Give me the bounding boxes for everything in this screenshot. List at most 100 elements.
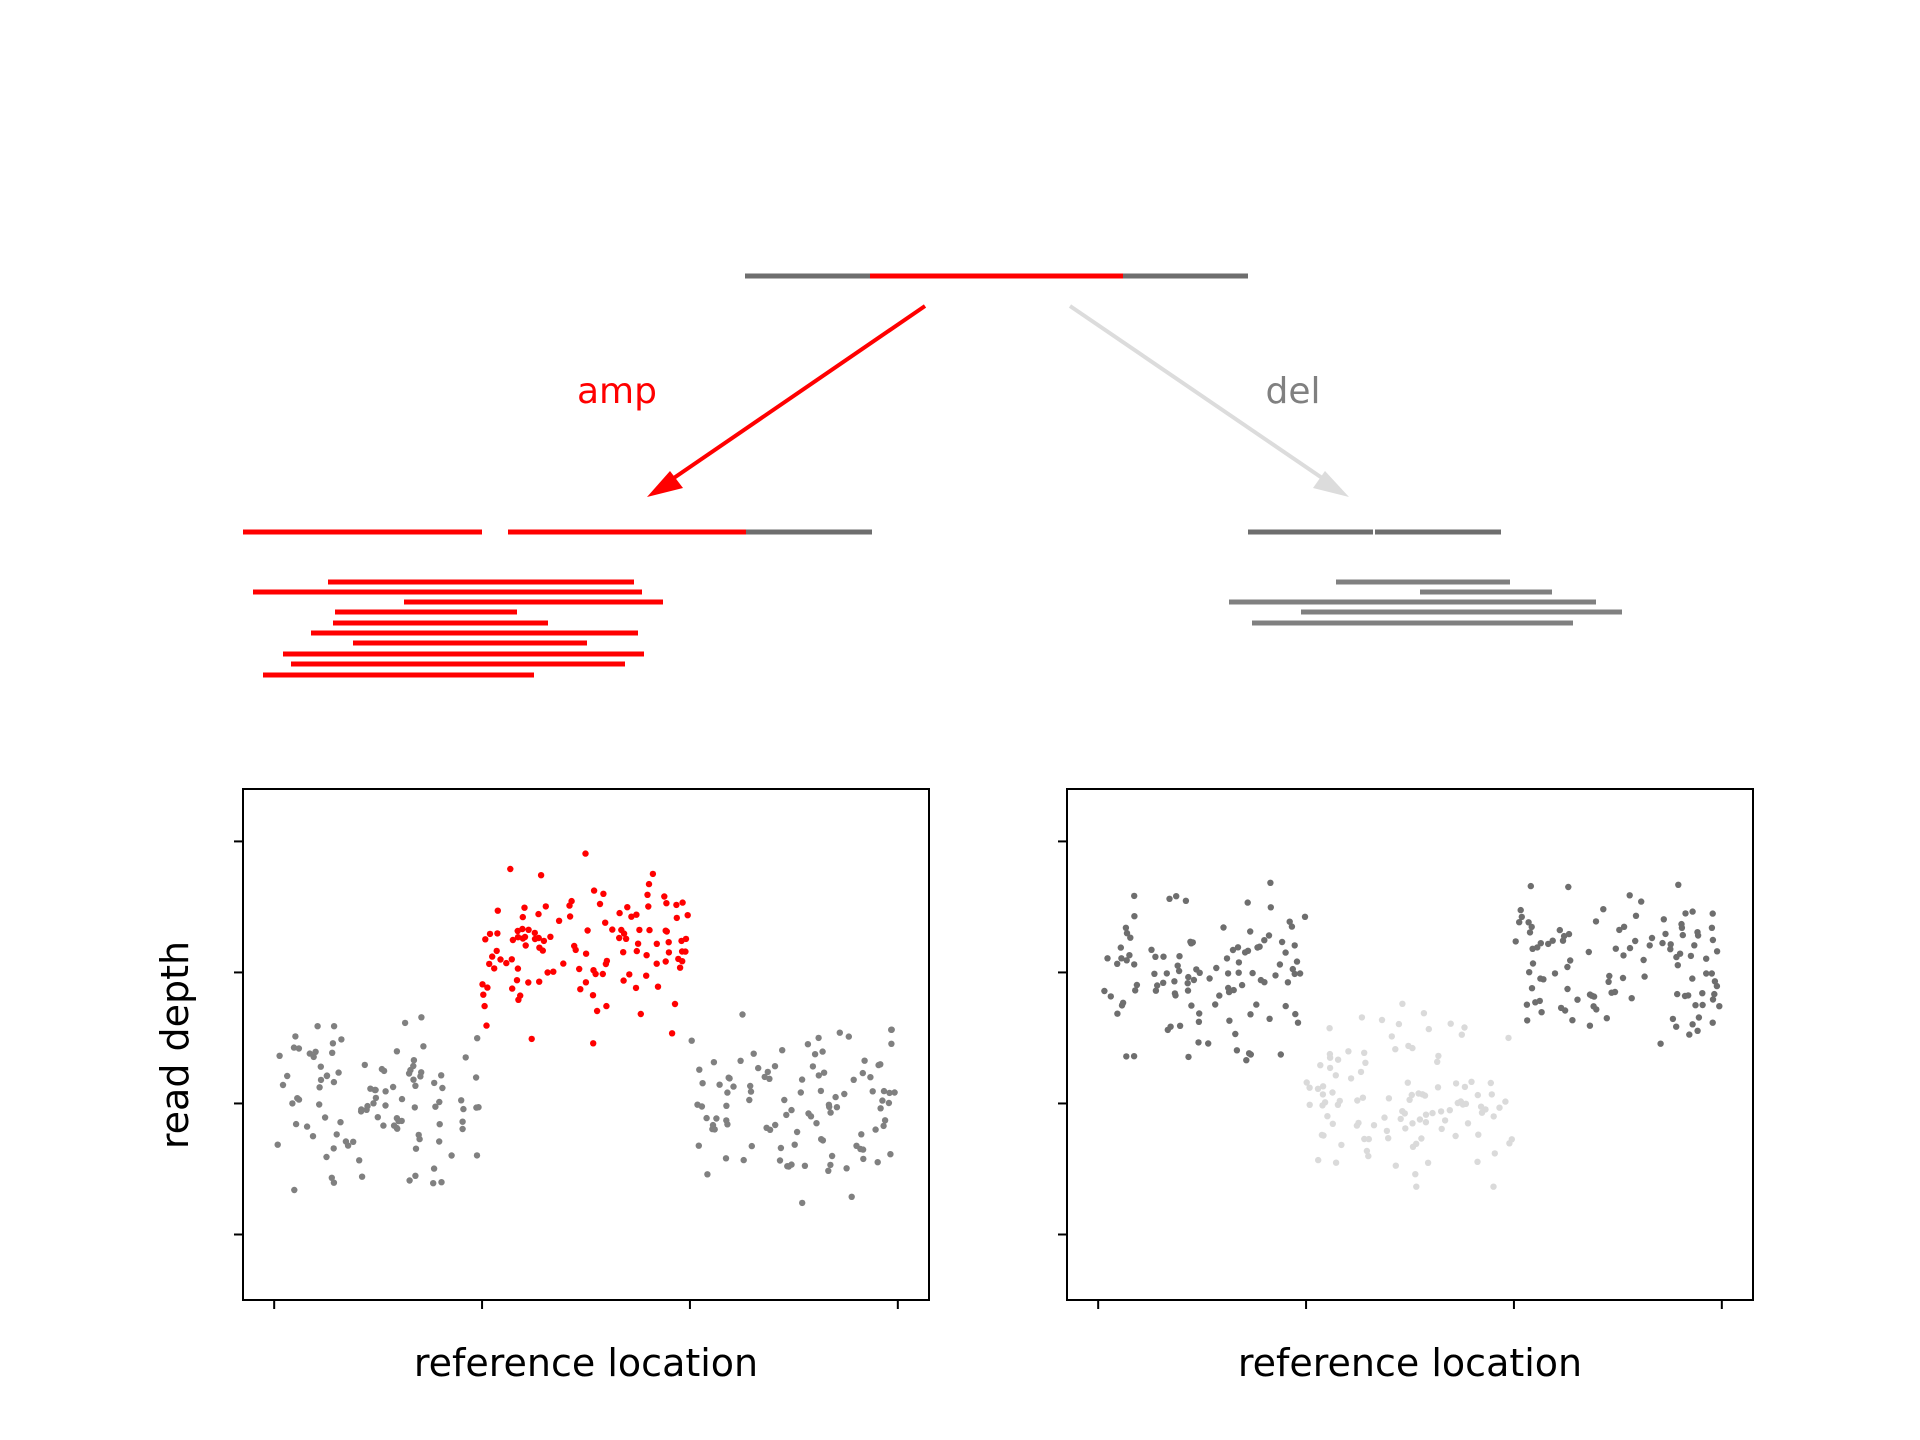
depth-point (1267, 904, 1275, 911)
depth-point (1243, 1057, 1250, 1064)
depth-point (1691, 942, 1698, 949)
depth-point (338, 1036, 345, 1043)
amp-arrow (647, 304, 927, 497)
depth-point (801, 1162, 809, 1170)
depth-point (676, 964, 684, 971)
depth-point (1474, 1091, 1482, 1099)
depth-point (1131, 892, 1138, 900)
depth-point (825, 1101, 833, 1109)
depth-point (1361, 1135, 1368, 1143)
depth-point (513, 977, 521, 984)
depth-point (507, 865, 514, 873)
depth-point (370, 1100, 377, 1107)
depth-point (632, 984, 640, 992)
depth-point (1291, 942, 1298, 949)
depth-point (1434, 1084, 1442, 1091)
del-arrow-shaft (1068, 304, 1330, 484)
depth-point (1365, 1135, 1373, 1143)
depth-point (850, 1076, 857, 1084)
depth-point (1564, 963, 1571, 971)
depth-point (1446, 1107, 1454, 1114)
del-axis-ticks (1058, 840, 1723, 1309)
depth-point (279, 1081, 287, 1089)
depth-point (861, 1057, 868, 1064)
depth-point (1508, 1136, 1516, 1143)
depth-point (462, 1054, 469, 1061)
depth-point (1402, 1125, 1409, 1132)
depth-point (1164, 1026, 1172, 1034)
depth-point (1332, 1159, 1340, 1166)
depth-point (809, 1063, 817, 1070)
depth-point (1695, 1014, 1703, 1021)
depth-point (1620, 923, 1628, 930)
depth-point (1452, 1080, 1460, 1087)
depth-point (1284, 979, 1292, 986)
depth-point (542, 903, 549, 910)
depth-point (1154, 982, 1161, 989)
depth-point (819, 1048, 826, 1055)
depth-point (1711, 978, 1719, 985)
depth-point (1166, 895, 1173, 902)
depth-point (493, 947, 500, 955)
depth-point (1626, 892, 1633, 899)
depth-point (1537, 975, 1544, 982)
depth-point (1247, 1051, 1255, 1058)
depth-point (1223, 955, 1231, 962)
depth-point (537, 872, 545, 879)
depth-point (1399, 1000, 1406, 1007)
depth-point (887, 1151, 894, 1158)
depth-point (1184, 987, 1192, 994)
depth-point (411, 1104, 418, 1111)
depth-point (859, 1069, 866, 1077)
depth-point (1206, 975, 1213, 982)
depth-point (1565, 883, 1572, 891)
depth-point (771, 1063, 779, 1070)
depth-point (746, 1096, 753, 1104)
depth-point (1708, 924, 1716, 931)
depth-point (497, 956, 504, 963)
depth-point (292, 1033, 299, 1040)
depth-point (1235, 969, 1242, 976)
depth-point (1674, 990, 1681, 998)
depth-point (777, 1144, 785, 1152)
depth-point (1171, 990, 1179, 997)
depth-point (1567, 957, 1574, 964)
depth-point (1361, 1049, 1368, 1057)
depth-point (1117, 944, 1125, 951)
depth-point (818, 1136, 825, 1143)
depth-point (401, 1019, 409, 1027)
depth-point (1241, 949, 1249, 956)
depth-point (317, 1063, 324, 1070)
depth-point (804, 1041, 812, 1048)
depth-point (494, 930, 501, 937)
depth-point (813, 1120, 820, 1127)
depth-point (509, 985, 516, 992)
depth-point (1126, 952, 1133, 959)
depth-point (1254, 944, 1261, 951)
depth-point (1526, 929, 1534, 936)
depth-point (1434, 1058, 1441, 1066)
depth-point (1266, 1015, 1273, 1022)
depth-point (1569, 1017, 1576, 1024)
depth-point (891, 1089, 898, 1096)
depth-point (1675, 881, 1682, 888)
depth-point (1123, 957, 1130, 964)
depth-point (380, 1122, 387, 1129)
depth-point (784, 1163, 791, 1170)
depth-point (1528, 985, 1536, 992)
depth-point (645, 903, 652, 910)
depth-point (544, 969, 551, 976)
depth-point (716, 1081, 723, 1088)
depth-point (1648, 934, 1656, 942)
depth-point (503, 959, 510, 967)
depth-point (410, 1062, 417, 1070)
depth-point (1234, 944, 1242, 951)
depth-point (688, 1037, 695, 1044)
depth-point (1709, 1019, 1716, 1026)
depth-point (590, 1040, 597, 1047)
depth-point (1317, 1062, 1324, 1069)
depth-point (1708, 970, 1716, 977)
depth-point (662, 958, 669, 965)
depth-point (390, 1122, 398, 1129)
depth-point (1518, 913, 1526, 921)
